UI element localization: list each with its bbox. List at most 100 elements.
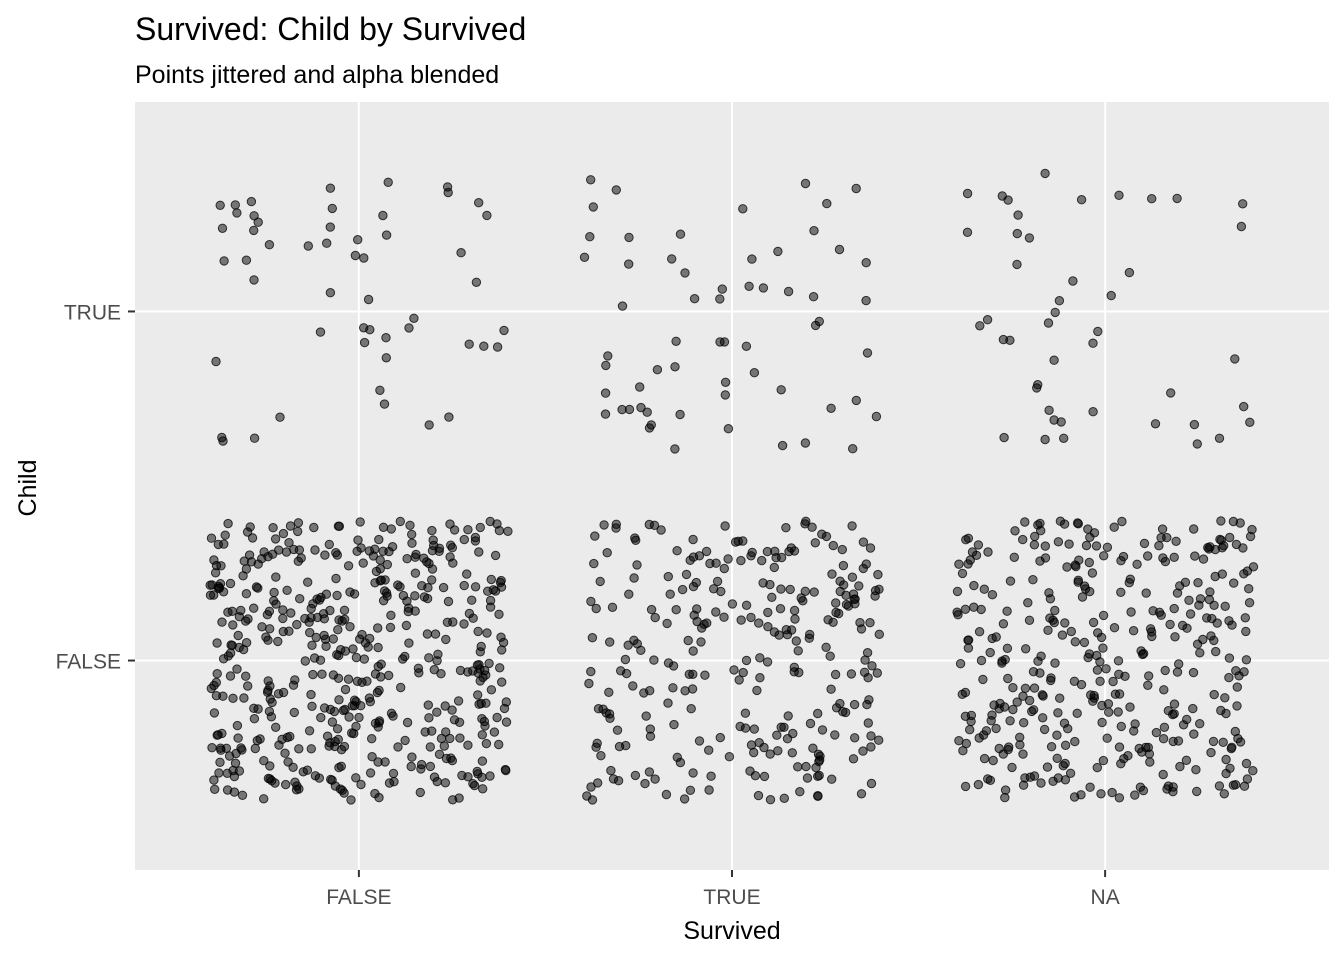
- data-point: [1102, 733, 1112, 743]
- data-point: [715, 294, 725, 304]
- data-point: [688, 768, 698, 778]
- data-point: [223, 518, 233, 529]
- data-point: [393, 742, 403, 752]
- data-point: [1099, 551, 1109, 561]
- data-point: [642, 407, 652, 417]
- data-point: [485, 516, 495, 527]
- data-point: [1092, 665, 1103, 675]
- data-point: [840, 707, 851, 718]
- data-point: [325, 288, 336, 298]
- data-point: [319, 614, 329, 624]
- data-point: [671, 336, 681, 346]
- data-point: [1010, 526, 1020, 536]
- data-point: [457, 770, 467, 781]
- data-point: [856, 789, 867, 799]
- data-point: [1042, 762, 1053, 772]
- data-point: [825, 651, 835, 661]
- data-point: [1158, 769, 1168, 780]
- data-point: [720, 521, 730, 531]
- data-point: [785, 584, 795, 595]
- data-point: [384, 670, 394, 681]
- data-point: [274, 545, 284, 555]
- data-point: [270, 534, 281, 544]
- data-point: [1230, 354, 1240, 364]
- data-point: [1053, 537, 1064, 547]
- data-point: [1206, 747, 1216, 758]
- data-point: [981, 726, 992, 736]
- data-point: [1040, 541, 1051, 551]
- data-point: [983, 547, 993, 557]
- data-point: [826, 684, 836, 694]
- data-point: [586, 666, 596, 677]
- data-point: [271, 722, 281, 732]
- data-point: [1232, 701, 1242, 711]
- data-point: [406, 761, 416, 772]
- data-point: [1050, 307, 1060, 318]
- data-point: [357, 629, 367, 640]
- data-point: [1230, 726, 1241, 737]
- data-point: [384, 546, 394, 557]
- data-point: [334, 695, 344, 705]
- data-point: [809, 587, 819, 597]
- data-point: [1147, 631, 1157, 642]
- data-point: [253, 217, 263, 227]
- data-point: [685, 555, 695, 565]
- data-point: [449, 715, 460, 725]
- data-point: [965, 725, 975, 735]
- data-point: [1029, 771, 1040, 781]
- data-point: [1125, 574, 1136, 584]
- data-point: [407, 529, 417, 540]
- data-point: [603, 351, 613, 361]
- data-point: [1145, 757, 1155, 767]
- data-point: [332, 590, 342, 601]
- data-point: [365, 697, 375, 707]
- y-tick-label-true: TRUE: [64, 301, 121, 324]
- data-point: [776, 552, 787, 563]
- data-point: [1104, 707, 1114, 717]
- data-point: [1035, 668, 1045, 678]
- data-point: [1015, 740, 1025, 750]
- data-point: [393, 580, 403, 590]
- data-point: [1008, 704, 1018, 715]
- data-point: [862, 648, 873, 658]
- data-point: [328, 634, 338, 644]
- data-point: [600, 388, 611, 398]
- data-point: [1073, 519, 1084, 529]
- data-point: [407, 538, 417, 548]
- data-point: [1076, 195, 1087, 205]
- data-point: [735, 721, 745, 732]
- data-point: [773, 746, 783, 756]
- data-point: [1093, 326, 1103, 337]
- data-point: [741, 341, 752, 351]
- data-point: [1209, 600, 1219, 610]
- data-point: [432, 776, 442, 787]
- data-point: [720, 390, 730, 400]
- data-point: [870, 591, 880, 601]
- data-point: [1209, 635, 1219, 646]
- data-point: [228, 620, 238, 630]
- data-point: [723, 424, 734, 434]
- data-point: [747, 547, 757, 558]
- data-point: [320, 634, 331, 644]
- data-point: [446, 753, 456, 763]
- data-point: [855, 618, 865, 628]
- data-point: [303, 241, 313, 251]
- data-point: [952, 607, 962, 617]
- data-point: [288, 680, 299, 690]
- data-point: [236, 743, 246, 753]
- data-point: [441, 634, 451, 645]
- data-point: [1174, 659, 1184, 669]
- data-point: [746, 612, 756, 623]
- data-point: [998, 619, 1009, 629]
- data-point: [1224, 616, 1234, 626]
- data-point: [477, 730, 487, 740]
- data-point: [688, 646, 698, 656]
- data-point: [234, 612, 245, 622]
- data-point: [334, 762, 344, 773]
- data-point: [727, 599, 738, 609]
- data-point: [501, 717, 512, 727]
- data-point: [1132, 559, 1142, 569]
- data-point: [1116, 759, 1126, 769]
- data-point: [641, 711, 651, 721]
- data-point: [217, 432, 227, 443]
